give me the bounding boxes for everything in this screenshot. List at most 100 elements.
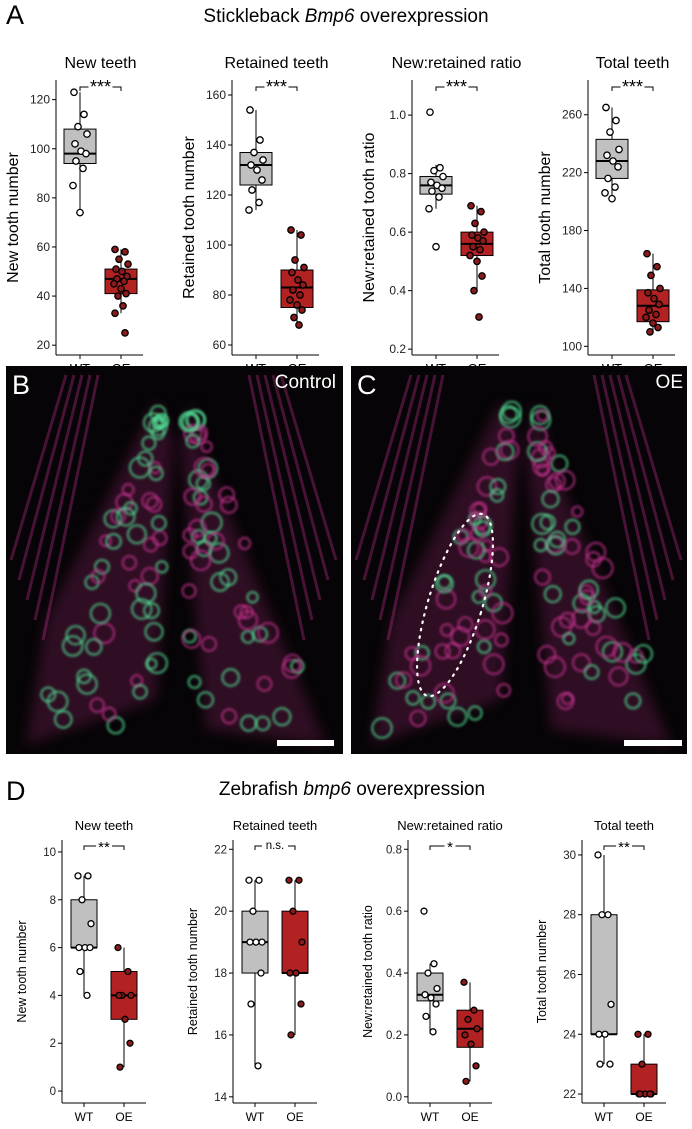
data-point [291, 256, 299, 264]
data-point [74, 122, 82, 131]
micrograph-control: B Control [6, 366, 343, 754]
data-point [114, 292, 122, 300]
box-wt [63, 128, 97, 164]
tooth-cell [76, 673, 98, 695]
tooth-cell [394, 671, 413, 689]
panel-b-label: Control [275, 372, 336, 393]
data-point [608, 194, 616, 203]
tooth-cell [219, 568, 238, 587]
tooth-cell [458, 537, 480, 558]
data-point [422, 1012, 430, 1021]
data-point [79, 164, 87, 173]
micrograph-oe: C OE [351, 366, 687, 754]
data-point [468, 231, 476, 239]
tooth-cell [583, 664, 600, 680]
tooth-cell [61, 635, 84, 657]
tooth-cell [439, 623, 454, 637]
data-point [596, 1060, 604, 1068]
tooth-cell [527, 426, 548, 447]
panel-d-title-prefix: Zebrafish [219, 779, 303, 800]
data-point [286, 296, 294, 304]
muscle-streak [592, 374, 651, 641]
tooth-cell [541, 489, 560, 509]
significance-label: *** [622, 77, 643, 97]
data-point [247, 161, 255, 169]
data-point [645, 306, 653, 314]
tooth-cell [591, 557, 614, 580]
tooth-cell [137, 450, 154, 467]
data-point [614, 162, 622, 171]
tooth-cell [478, 584, 493, 598]
data-point [293, 301, 301, 309]
chart-title: Retained teeth [233, 818, 318, 833]
data-point [601, 189, 609, 197]
data-point [432, 242, 440, 251]
data-point [604, 174, 612, 183]
muscle-streak [370, 374, 429, 601]
significance-bracket-left [79, 86, 89, 91]
significance-bracket-right [288, 86, 298, 91]
y-tick-label: 0.0 [386, 1092, 402, 1104]
tooth-cell [206, 532, 225, 551]
significance-label: *** [266, 77, 287, 97]
panel-c-letter: C [357, 370, 377, 400]
data-point [258, 938, 266, 946]
tooth-cell [237, 610, 259, 631]
tooth-cell [496, 682, 512, 698]
significance-bracket-right [112, 845, 125, 850]
data-point [115, 255, 123, 264]
data-point [245, 206, 253, 214]
tooth-cell [65, 625, 86, 646]
significance-label: *** [90, 77, 111, 97]
data-point [476, 245, 484, 254]
data-point [429, 1028, 437, 1036]
data-point [634, 1030, 642, 1038]
data-point [115, 991, 123, 1000]
tooth-cell [483, 653, 505, 676]
chart-title: New:retained ratio [392, 55, 522, 72]
data-point [469, 242, 477, 251]
y-tick-label: 60 [213, 338, 227, 352]
significance-bracket-right [468, 86, 478, 91]
tooth-cell [537, 645, 557, 665]
y-tick-label: 18 [214, 968, 227, 980]
panel-a-letter: A [6, 0, 24, 30]
tooth-cell [141, 435, 157, 451]
tooth-cell [132, 683, 148, 700]
data-point [611, 183, 619, 191]
data-point [110, 279, 118, 288]
y-tick-label: 0.8 [389, 167, 406, 181]
tooth-cell [543, 585, 562, 604]
tooth-cell [414, 645, 430, 661]
tooth-cell [608, 666, 629, 687]
tooth-cell [457, 616, 474, 633]
data-point [643, 249, 651, 258]
data-point [595, 1030, 603, 1038]
tooth-cell [90, 569, 106, 584]
data-point [609, 157, 617, 165]
data-point [127, 991, 135, 1000]
data-point [285, 876, 293, 884]
tooth-cell [181, 583, 197, 599]
y-tick-label: 100 [30, 142, 50, 156]
tooth-cell [625, 653, 647, 675]
data-point [460, 978, 468, 986]
y-tick-label: 120 [30, 93, 50, 107]
tooth-cell [409, 709, 427, 727]
tooth-cell [548, 472, 566, 490]
dotted-outline [415, 512, 495, 698]
data-point [76, 208, 84, 217]
data-point [124, 967, 132, 976]
panel-d-title: Zebrafish bmp6 overexpression [219, 779, 485, 800]
data-point [288, 268, 296, 277]
panel-b-letter: B [12, 370, 30, 400]
tooth-cell [536, 408, 550, 422]
data-point [69, 181, 77, 190]
data-point [259, 156, 267, 164]
tooth-cell [482, 447, 501, 466]
data-point [479, 237, 487, 245]
data-point [480, 228, 488, 236]
y-tick-label: 0.2 [389, 342, 406, 356]
tooth-cell [571, 505, 584, 518]
